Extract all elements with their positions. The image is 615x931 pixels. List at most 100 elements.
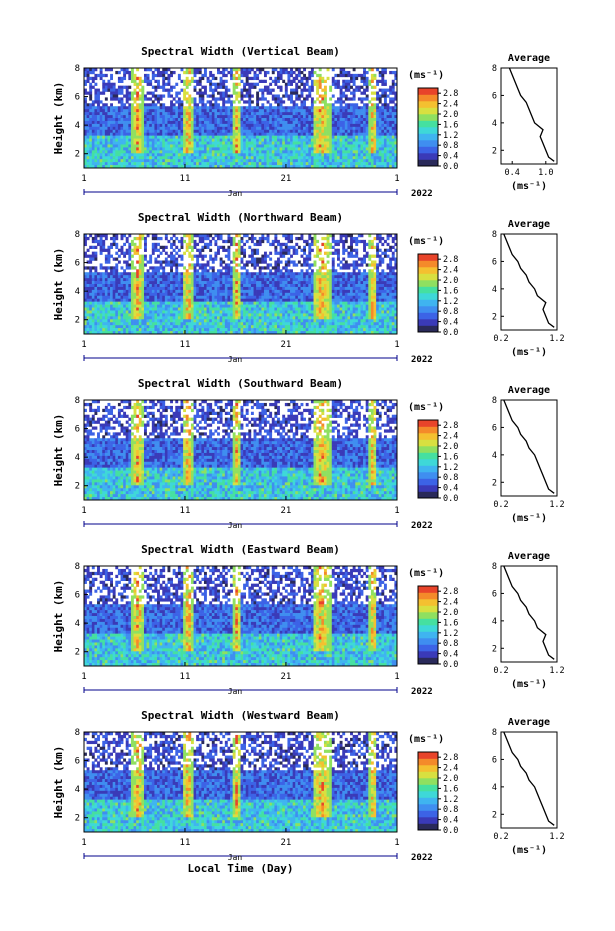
heatmap-cell [170,272,173,275]
heatmap-cell [139,275,142,278]
heatmap-cell [282,124,285,127]
heatmap-cell [194,106,197,109]
heatmap-cell [181,147,184,150]
heatmap-cell [102,310,105,313]
heatmap-cell [170,322,173,325]
heatmap-cell [214,281,217,284]
heatmap-cell [89,112,92,115]
heatmap-cell [392,112,395,115]
heatmap-cell [225,299,228,302]
heatmap-cell [123,103,126,106]
heatmap-cell [293,121,296,124]
heatmap-cell [115,281,118,284]
heatmap-cell [295,150,298,153]
heatmap-cell [363,77,366,80]
heatmap-cell [251,147,254,150]
heatmap-cell [381,147,384,150]
heatmap-cell [118,249,121,252]
heatmap-cell [170,142,173,145]
heatmap-cell [165,156,168,159]
heatmap-cell [191,162,194,165]
heatmap-cell [186,299,189,302]
heatmap-cell [204,269,207,272]
heatmap-cell [97,112,100,115]
heatmap-cell [371,80,374,83]
heatmap-cell [381,130,384,133]
heatmap-cell [374,133,377,136]
heatmap-cell [118,156,121,159]
heatmap-cell [321,124,324,127]
heatmap-cell [128,77,131,80]
heatmap-cell [186,316,189,319]
heatmap-cell [157,260,160,263]
heatmap-cell [165,106,168,109]
heatmap-cell [238,112,241,115]
heatmap-cell [110,112,113,115]
heatmap-cell [160,278,163,281]
average-frame [501,68,557,164]
heatmap-cell [186,281,189,284]
heatmap-cell [170,296,173,299]
heatmap-cell [360,136,363,139]
heatmap-cell [136,153,139,156]
heatmap-cell [139,97,142,100]
heatmap-cell [256,156,259,159]
heatmap-cell [194,147,197,150]
heatmap-cell [374,86,377,89]
heatmap-cell [118,290,121,293]
heatmap-cell [113,106,116,109]
heatmap-cell [89,139,92,142]
heatmap-cell [256,106,259,109]
heatmap-cell [100,156,103,159]
heatmap-cell [113,272,116,275]
heatmap-cell [235,71,238,74]
heatmap-cell [217,252,220,255]
heatmap-cell [175,130,178,133]
heatmap-cell [141,287,144,290]
heatmap-cell [274,109,277,112]
heatmap-cell [92,237,95,240]
heatmap-cell [165,281,168,284]
heatmap-cell [183,325,186,328]
heatmap-cell [376,150,379,153]
heatmap-cell [256,112,259,115]
heatmap-cell [303,74,306,77]
heatmap-cell [355,86,358,89]
heatmap-cell [173,121,176,124]
heatmap-cell [207,139,210,142]
heatmap-cell [128,86,131,89]
heatmap-cell [209,240,212,243]
heatmap-cell [144,112,147,115]
heatmap-cell [191,305,194,308]
heatmap-cell [199,328,202,331]
heatmap-cell [207,313,210,316]
heatmap-cell [280,74,283,77]
heatmap-cell [371,118,374,121]
heatmap-cell [311,118,314,121]
heatmap-cell [303,83,306,86]
heatmap-cell [183,308,186,311]
heatmap-cell [214,243,217,246]
heatmap-cell [358,127,361,130]
heatmap-cell [97,293,100,296]
heatmap-cell [256,83,259,86]
heatmap-cell [366,103,369,106]
heatmap-cell [225,115,228,118]
heatmap-cell [314,144,317,147]
heatmap-cell [201,94,204,97]
heatmap-cell [201,240,204,243]
heatmap-cell [157,156,160,159]
heatmap-cell [191,290,194,293]
heatmap-cell [199,71,202,74]
heatmap-cell [306,150,309,153]
heatmap-cell [199,255,202,258]
heatmap-cell [89,159,92,162]
heatmap-cell [381,144,384,147]
heatmap-cell [191,255,194,258]
heatmap-cell [154,296,157,299]
heatmap-cell [355,74,358,77]
heatmap-cell [264,162,267,165]
heatmap-cell [121,299,124,302]
heatmap-cell [105,310,108,313]
heatmap-cell [233,153,236,156]
